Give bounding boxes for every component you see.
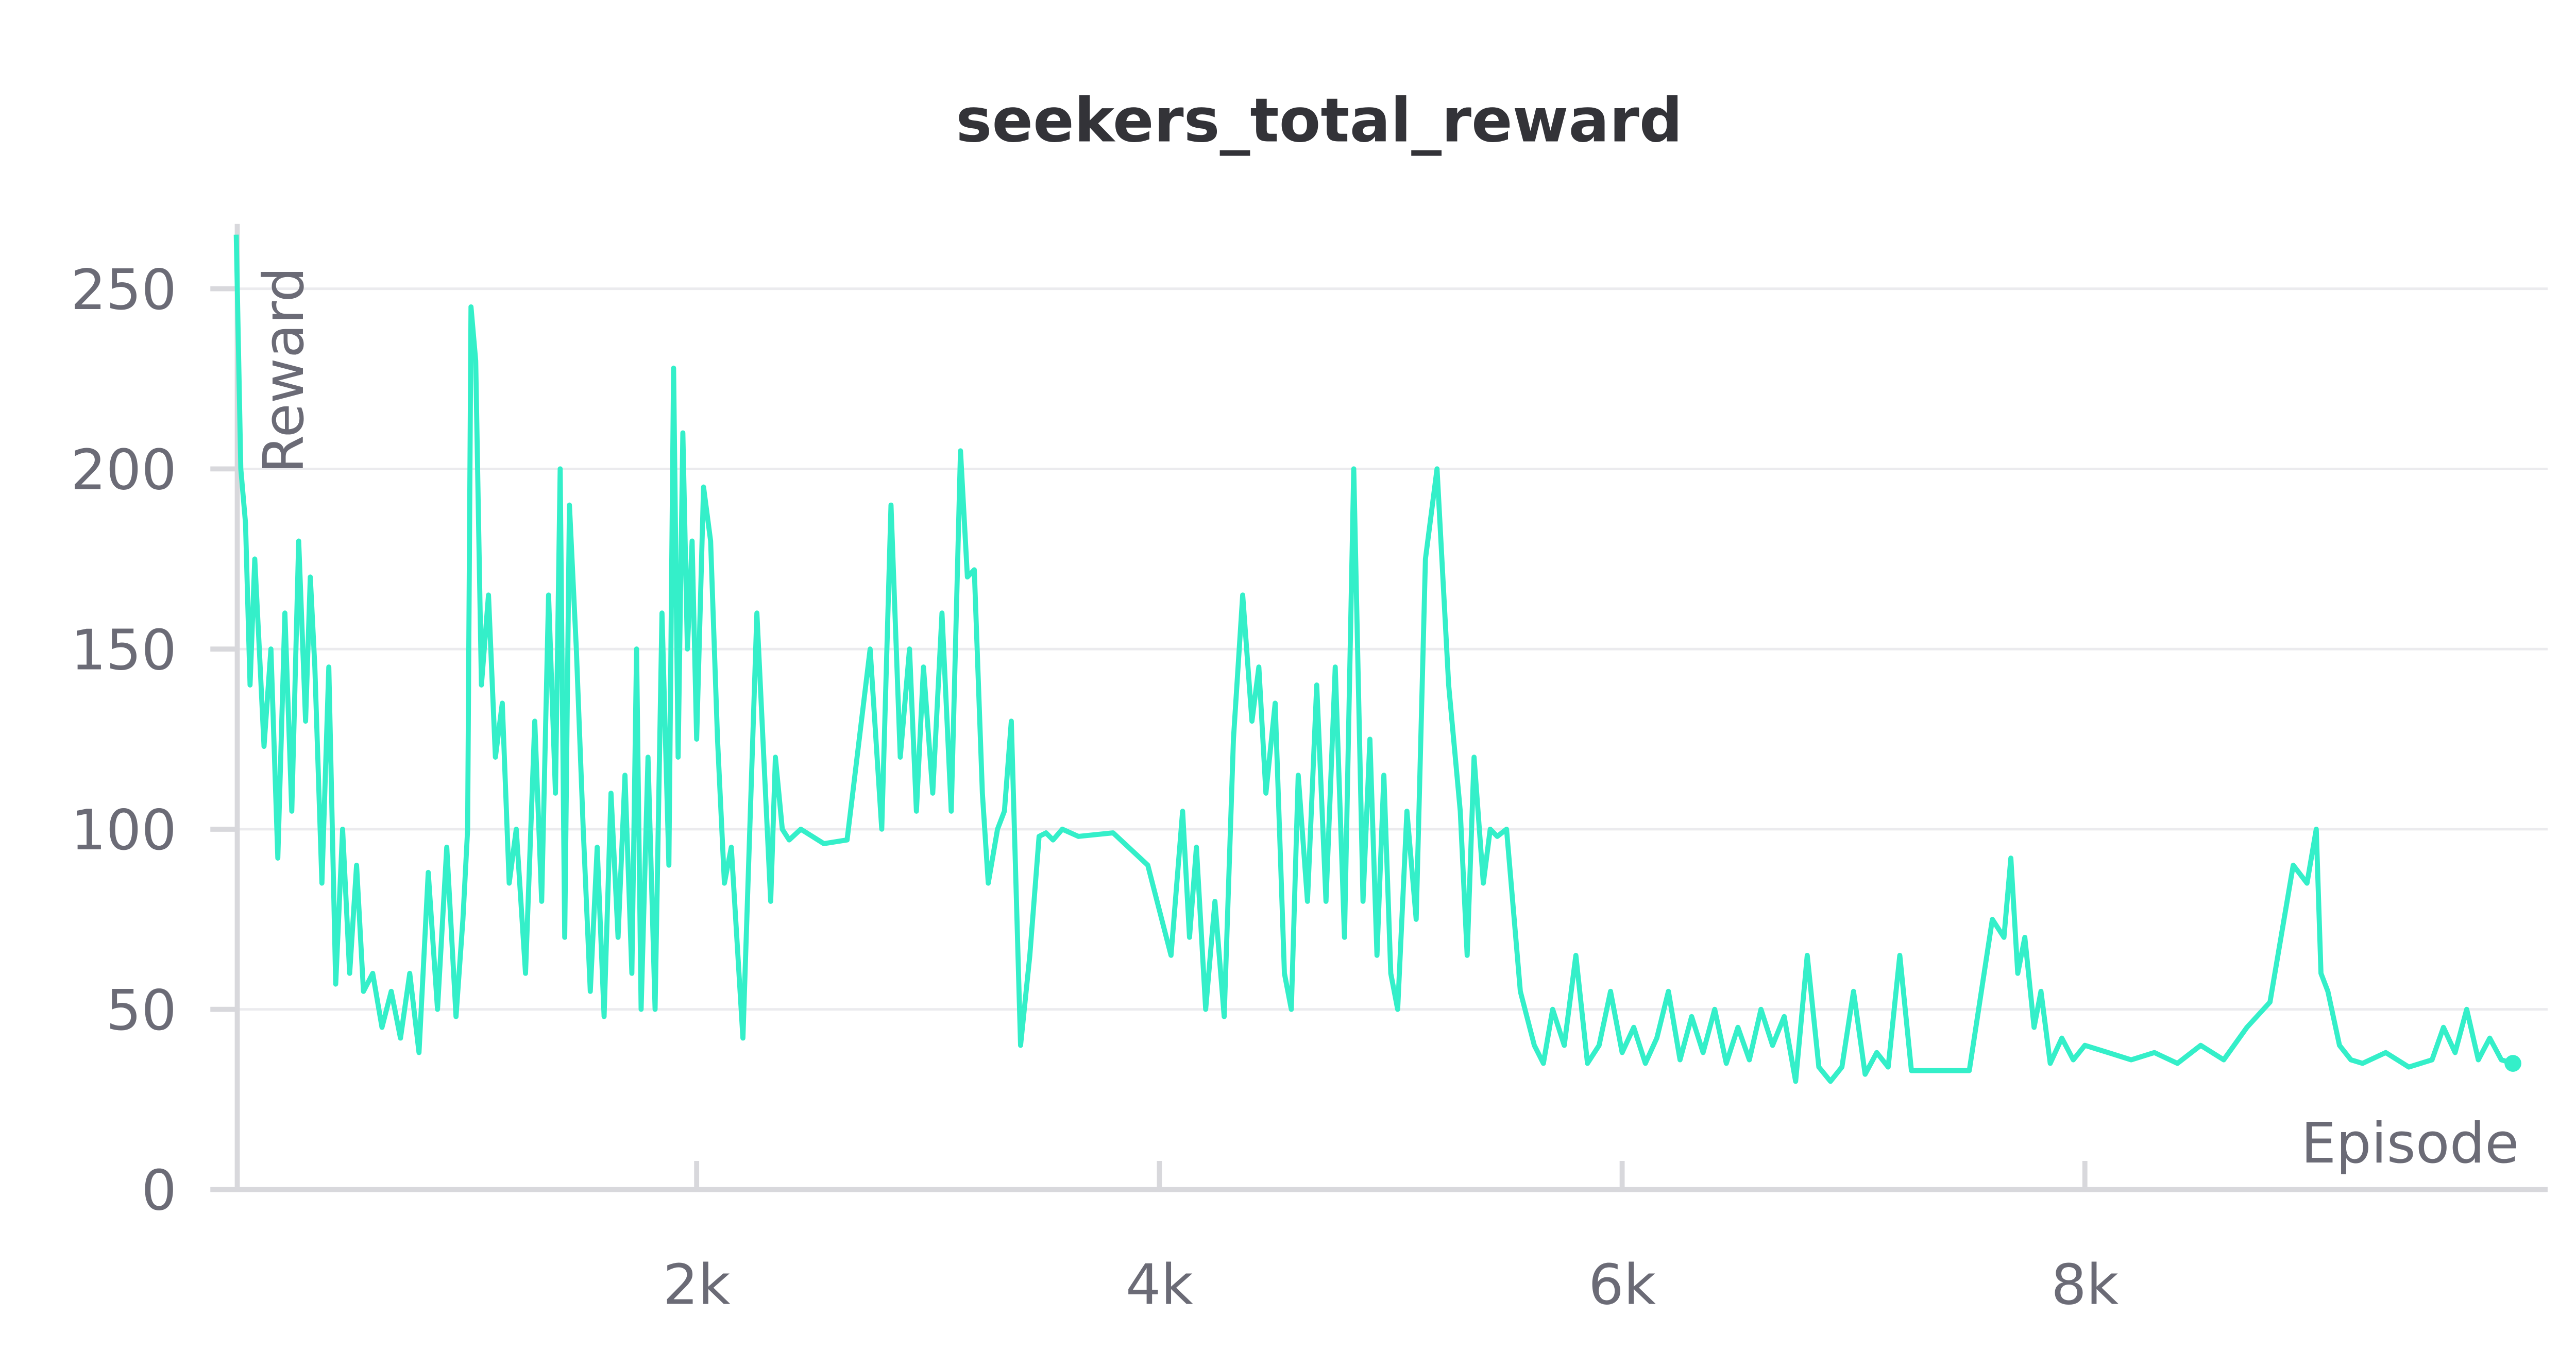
x-tick-label: 4k [1126, 1253, 1194, 1318]
end-point [2504, 1055, 2521, 1072]
ticks: 0 50 100 150 200 250 2k 4k 6k 8k [71, 258, 2119, 1318]
data-line [233, 234, 2514, 1084]
y-tick-label: 200 [71, 438, 177, 503]
y-tick-label: 250 [71, 258, 177, 322]
y-tick-label: 50 [106, 979, 177, 1043]
y-tick-label: 100 [71, 798, 177, 863]
y-axis-label: Reward [252, 267, 316, 473]
x-tick-label: 8k [2051, 1253, 2119, 1318]
y-tick-label: 150 [71, 618, 177, 682]
x-tick-label: 6k [1588, 1253, 1656, 1318]
plot [233, 234, 2521, 1084]
x-axis-label: Episode [2301, 1112, 2519, 1176]
y-tick-label: 0 [141, 1159, 177, 1223]
chart-title: seekers_total_reward [956, 86, 1682, 156]
grid [233, 287, 2548, 1011]
x-tick-label: 2k [663, 1253, 731, 1318]
